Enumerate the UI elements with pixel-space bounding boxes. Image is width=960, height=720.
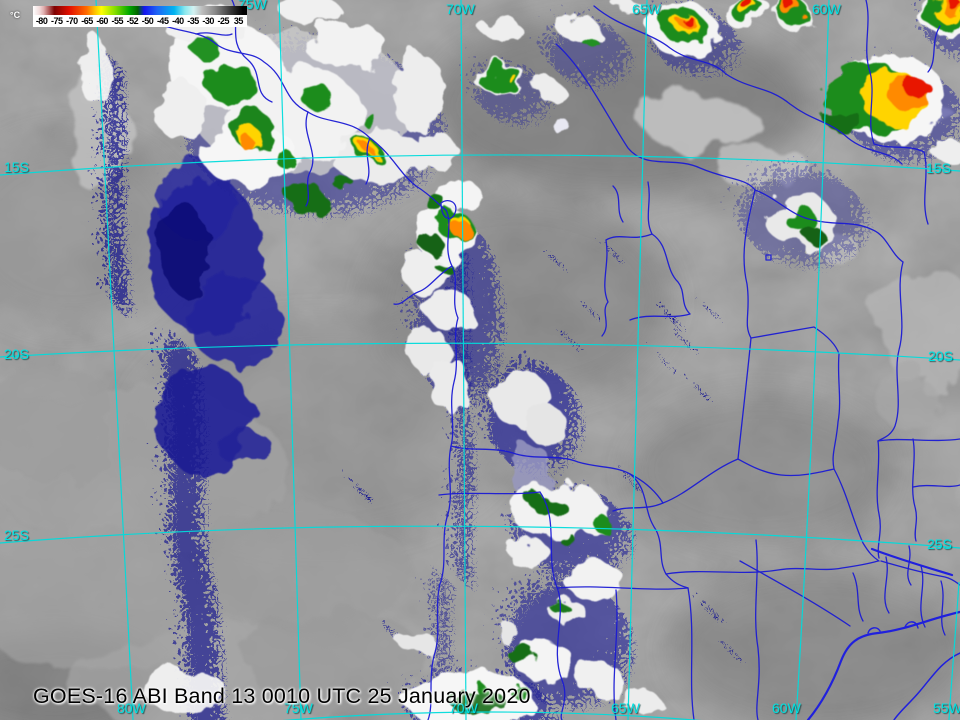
lon-label-bottom-65w: 65W [611,700,640,716]
colorbar-tick: -40 [172,16,184,26]
gridline-75w [278,0,302,720]
gridline-60w [795,0,830,720]
lat-label-right-20s: 20S [928,348,953,364]
colorbar-tick-labels: -80 -75 -70 -65 -60 -55 -52 -50 -45 -40 … [33,15,247,27]
colorbar-tick: -80 [35,16,48,26]
gridline-55w [948,581,960,720]
lon-label-top-65w: 65W [632,1,661,17]
lon-label-bottom-60w: 60W [772,700,801,716]
lat-label-left-20s: 20S [4,346,29,362]
colorbar-tick: -25 [217,16,230,26]
colorbar-tick: -75 [50,16,63,26]
gridline-20s [0,342,960,361]
colorbar-tick: 35 [233,16,244,26]
lon-label-bottom-75w: 75W [284,700,313,716]
stratus-clouds [0,80,960,720]
colorbar-tick: -52 [126,16,139,26]
lon-label-top-75w: 75W [238,0,267,12]
colorbar-tick: -35 [187,16,199,26]
cold-cloud-navy [92,47,723,720]
rivers [806,547,960,720]
lon-label-top-70w: 70W [446,1,475,17]
lat-label-right-25s: 25S [927,536,952,552]
lon-label-bottom-80w: 80W [117,700,146,716]
colorbar-tick: -45 [156,16,169,26]
warm-convective-cores [242,0,960,238]
lat-label-left-15s: 15S [4,159,29,175]
gridline-80w [95,0,134,720]
colorbar-unit-label: °C [10,10,21,20]
colorbar-tick: -55 [111,16,124,26]
colorbar-tick: -65 [81,16,93,26]
product-title: GOES-16 ABI Band 13 0010 UTC 25 January … [33,684,531,708]
lon-label-top-60w: 60W [812,1,841,17]
colorbar-tick: -60 [96,16,108,26]
gridline-30s [282,711,702,720]
colorbar-tick: -30 [202,16,214,26]
lat-label-right-15s: 15S [926,160,951,176]
colorbar-tick: -70 [66,16,78,26]
colorbar-tick: -50 [141,16,154,26]
colorbar-gradient [33,6,247,15]
gridline-15s [0,154,960,176]
lon-label-bottom-70w: 70W [449,700,478,716]
lon-label-bottom-55w: 55W [933,700,960,716]
country-borders [149,0,960,720]
gridline-65w [627,0,648,720]
lat-label-left-25s: 25S [4,527,29,543]
temperature-colorbar: -80 -75 -70 -65 -60 -55 -52 -50 -45 -40 … [33,6,247,27]
